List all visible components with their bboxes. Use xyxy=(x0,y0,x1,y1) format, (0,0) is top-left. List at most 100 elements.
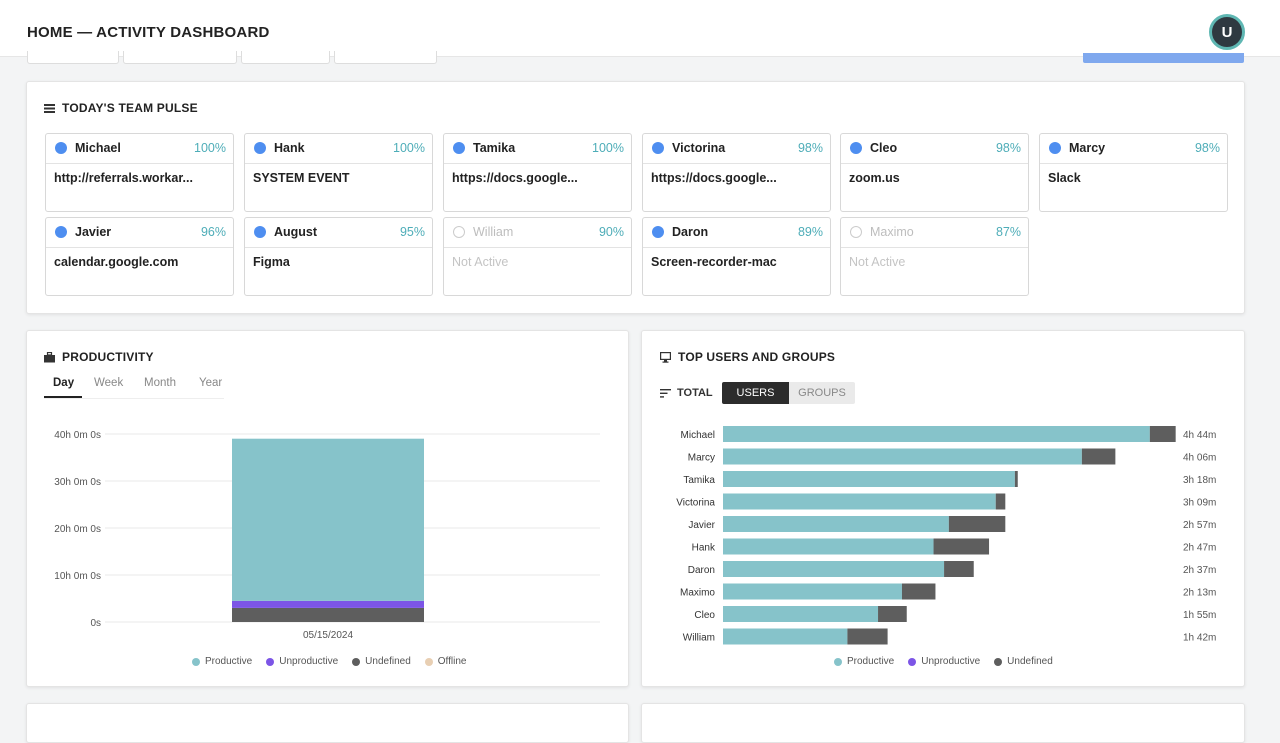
pulse-card[interactable]: Javier 96% calendar.google.com xyxy=(45,217,234,296)
pulse-card-name: Maximo xyxy=(870,225,914,239)
sort-icon xyxy=(660,388,671,398)
pulse-card[interactable]: Tamika 100% https://docs.google... xyxy=(443,133,632,212)
tab-week[interactable]: Week xyxy=(94,377,124,389)
pulse-card[interactable]: Daron 89% Screen-recorder-mac xyxy=(642,217,831,296)
pulse-card-percent: 96% xyxy=(200,225,226,239)
bar-undefined[interactable] xyxy=(944,561,974,577)
active-tab-indicator xyxy=(44,396,82,398)
sort-total[interactable]: TOTAL xyxy=(660,387,713,399)
bar-productive[interactable] xyxy=(723,583,902,600)
pulse-card-name: Daron xyxy=(672,225,709,239)
user-total-label: 3h 09m xyxy=(1183,498,1216,509)
bar-undefined[interactable] xyxy=(933,538,990,555)
user-label: Victorina xyxy=(676,498,715,509)
productivity-title-text: PRODUCTIVITY xyxy=(62,350,154,364)
bar-productive[interactable] xyxy=(723,493,996,510)
pulse-card[interactable]: Victorina 98% https://docs.google... xyxy=(642,133,831,212)
segment-users[interactable]: USERS xyxy=(722,382,789,404)
pulse-card-header: Cleo 98% xyxy=(841,134,1028,164)
avatar[interactable]: U xyxy=(1209,14,1245,50)
bar-undefined[interactable] xyxy=(901,583,936,600)
pulse-card[interactable]: Marcy 98% Slack xyxy=(1039,133,1228,212)
pulse-card-name: Marcy xyxy=(1069,141,1106,155)
legend-productive: Productive xyxy=(192,656,252,667)
tab-year[interactable]: Year xyxy=(199,377,223,389)
team-pulse-title: TODAY'S TEAM PULSE xyxy=(44,101,198,115)
bar-productive[interactable] xyxy=(723,606,879,622)
top-users-legend: Productive Unproductive Undefined xyxy=(834,656,1053,667)
user-total-label: 3h 18m xyxy=(1183,475,1216,486)
pulse-card[interactable]: August 95% Figma xyxy=(244,217,433,296)
status-dot-icon xyxy=(55,226,67,238)
user-label: Tamika xyxy=(683,475,715,486)
status-dot-icon xyxy=(453,226,465,238)
filter-button[interactable] xyxy=(123,51,237,64)
pulse-card-app: https://docs.google... xyxy=(651,171,777,185)
bar-undefined[interactable] xyxy=(1014,471,1018,487)
primary-action-button[interactable] xyxy=(1083,53,1244,63)
bar-productive[interactable] xyxy=(723,448,1082,465)
pulse-card-header: William 90% xyxy=(444,218,631,248)
bar-undefined[interactable] xyxy=(847,628,888,645)
status-dot-icon xyxy=(652,142,664,154)
bar-segment-undefined[interactable] xyxy=(232,607,424,622)
bar-productive[interactable] xyxy=(723,628,848,645)
productivity-title: PRODUCTIVITY xyxy=(44,350,154,364)
pulse-card-percent: 98% xyxy=(995,141,1021,155)
bar-productive[interactable] xyxy=(723,426,1150,442)
pulse-card-percent: 98% xyxy=(797,141,823,155)
bar-segment-unproductive[interactable] xyxy=(232,600,424,608)
bar-productive[interactable] xyxy=(723,538,934,555)
pulse-card-app: https://docs.google... xyxy=(452,171,578,185)
user-total-label: 2h 13m xyxy=(1183,588,1216,599)
x-tick-label: 05/15/2024 xyxy=(303,630,353,641)
user-label: Hank xyxy=(692,543,716,554)
y-tick-label: 30h 0m 0s xyxy=(54,477,101,488)
bar-segment-productive[interactable] xyxy=(232,438,424,601)
legend-unproductive: Unproductive xyxy=(908,656,980,667)
bottom-panel-left xyxy=(26,703,629,743)
bottom-panel-right xyxy=(641,703,1245,743)
bar-productive[interactable] xyxy=(723,516,949,532)
bar-undefined[interactable] xyxy=(878,606,907,622)
pulse-card-percent: 89% xyxy=(797,225,823,239)
pulse-card-header: Michael 100% xyxy=(46,134,233,164)
legend-undefined: Undefined xyxy=(994,656,1053,667)
status-dot-icon xyxy=(254,142,266,154)
bar-undefined[interactable] xyxy=(1149,426,1176,442)
pulse-card[interactable]: William 90% Not Active xyxy=(443,217,632,296)
bar-undefined[interactable] xyxy=(1081,448,1116,465)
bar-undefined[interactable] xyxy=(948,516,1006,532)
tab-month[interactable]: Month xyxy=(144,377,176,389)
filter-button[interactable] xyxy=(27,51,119,64)
pulse-card[interactable]: Michael 100% http://referrals.workar... xyxy=(45,133,234,212)
user-total-label: 1h 42m xyxy=(1183,633,1216,644)
pulse-card-app: zoom.us xyxy=(849,171,900,185)
list-icon xyxy=(44,103,55,113)
bar-undefined[interactable] xyxy=(995,493,1006,510)
y-tick-label: 10h 0m 0s xyxy=(54,571,101,582)
segment-groups[interactable]: GROUPS xyxy=(789,382,855,404)
pulse-card-name: August xyxy=(274,225,318,239)
pulse-card-header: Tamika 100% xyxy=(444,134,631,164)
top-users-title-text: TOP USERS AND GROUPS xyxy=(678,350,836,364)
y-tick-label: 0s xyxy=(90,618,101,629)
pulse-card[interactable]: Hank 100% SYSTEM EVENT xyxy=(244,133,433,212)
pulse-card[interactable]: Maximo 87% Not Active xyxy=(840,217,1029,296)
filter-strip xyxy=(0,51,1280,67)
pulse-card[interactable]: Cleo 98% zoom.us xyxy=(840,133,1029,212)
pulse-card-header: Javier 96% xyxy=(46,218,233,248)
tab-day[interactable]: Day xyxy=(53,377,75,389)
pulse-card-header: August 95% xyxy=(245,218,432,248)
status-dot-icon xyxy=(850,142,862,154)
pulse-card-name: Hank xyxy=(274,141,305,155)
filter-button[interactable] xyxy=(241,51,330,64)
bar-productive[interactable] xyxy=(723,471,1015,487)
pulse-card-percent: 100% xyxy=(393,141,425,155)
filter-button[interactable] xyxy=(334,51,437,64)
pulse-card-header: Victorina 98% xyxy=(643,134,830,164)
pulse-card-app: Figma xyxy=(253,255,290,269)
bar-productive[interactable] xyxy=(723,561,945,577)
top-users-chart: Michael 4h 44m Marcy 4h 06m Tamika 3h 18m Vict… xyxy=(676,426,1216,645)
top-users-title: TOP USERS AND GROUPS xyxy=(660,350,835,364)
